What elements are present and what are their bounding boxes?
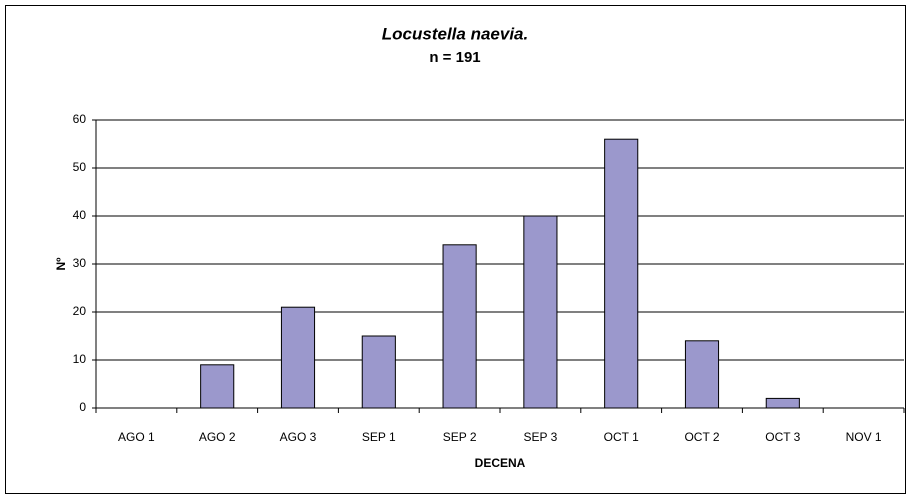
x-tick-label: SEP 1 [362, 430, 396, 444]
bar [280, 306, 316, 409]
y-tick-label: 30 [73, 256, 87, 270]
x-tick-label: OCT 3 [765, 430, 800, 444]
chart-title: Locustella naevia. [382, 24, 528, 43]
x-tick-label: SEP 2 [443, 430, 477, 444]
bar [604, 138, 639, 409]
x-tick-label: OCT 2 [684, 430, 719, 444]
x-tick-label: SEP 3 [523, 430, 557, 444]
y-tick-label: 40 [73, 208, 87, 222]
bar [765, 397, 800, 409]
y-tick-label: 20 [73, 304, 87, 318]
y-tick-label: 60 [73, 112, 87, 126]
y-tick-label: 50 [73, 160, 87, 174]
y-tick-label: 10 [73, 352, 87, 366]
x-axis-label: DECENA [475, 456, 526, 470]
bar [200, 364, 235, 409]
bar [442, 244, 477, 409]
x-tick-label: NOV 1 [846, 430, 882, 444]
bar [684, 340, 720, 409]
x-tick-label: OCT 1 [604, 430, 639, 444]
y-tick-label: 0 [79, 400, 86, 414]
y-axis-label: Nº [54, 257, 68, 271]
chart-subtitle: n = 191 [429, 49, 480, 66]
bar [523, 215, 558, 409]
x-tick-label: AGO 3 [280, 430, 317, 444]
x-tick-label: AGO 1 [118, 430, 155, 444]
x-tick-label: AGO 2 [199, 430, 236, 444]
bar [361, 335, 396, 409]
